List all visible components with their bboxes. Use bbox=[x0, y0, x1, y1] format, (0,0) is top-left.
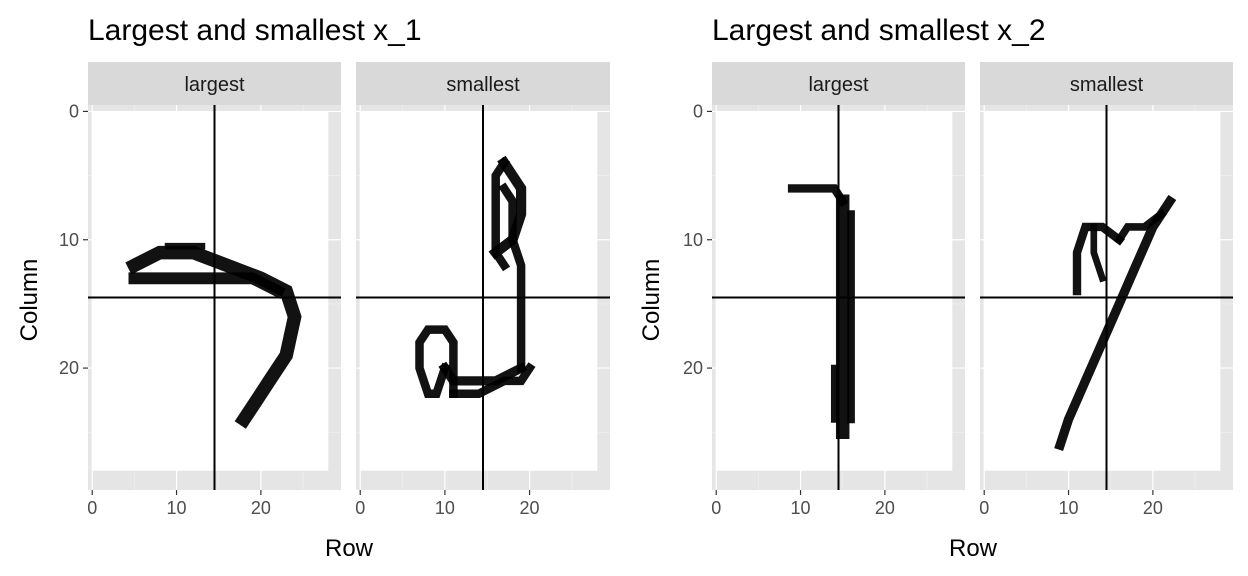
y-axis: 0 10 20 bbox=[683, 101, 712, 378]
y-tick-label: 10 bbox=[683, 230, 703, 250]
facet-panel-largest: largest bbox=[88, 62, 341, 490]
x-axis: 0 10 20 bbox=[355, 490, 540, 518]
plot-x1: Largest and smallest x_1 Column Row larg… bbox=[16, 14, 610, 562]
digit-stroke bbox=[415, 325, 458, 399]
facet-panel-smallest: smallest bbox=[980, 62, 1233, 490]
x-axis-title: Row bbox=[949, 535, 998, 562]
x-axis: 0 10 20 bbox=[711, 490, 895, 518]
x-axis-title: Row bbox=[325, 535, 374, 562]
facet-label: smallest bbox=[446, 74, 520, 96]
facet-strip bbox=[356, 62, 610, 105]
y-tick-label: 0 bbox=[693, 101, 703, 121]
panel-area bbox=[712, 105, 965, 490]
x-tick-label: 20 bbox=[1143, 498, 1163, 518]
digit-stroke bbox=[1113, 208, 1167, 246]
panel-area bbox=[356, 105, 610, 490]
panel-area bbox=[980, 105, 1233, 490]
facet-panel-smallest: smallest bbox=[356, 62, 610, 490]
x-tick-label: 10 bbox=[791, 498, 811, 518]
facet-strip bbox=[980, 62, 1233, 105]
digit-image-background bbox=[984, 111, 1221, 471]
x-tick-label: 20 bbox=[520, 498, 540, 518]
digit-stroke bbox=[1054, 194, 1177, 451]
y-tick-label: 0 bbox=[69, 101, 79, 121]
y-tick-label: 20 bbox=[59, 358, 79, 378]
digit-stroke bbox=[1072, 222, 1126, 296]
x-tick-label: 0 bbox=[711, 498, 721, 518]
x-tick-label: 20 bbox=[875, 498, 895, 518]
plot-title: Largest and smallest x_1 bbox=[88, 14, 422, 47]
digit-stroke bbox=[498, 182, 526, 373]
y-axis-title: Column bbox=[16, 259, 43, 342]
x-tick-label: 10 bbox=[167, 498, 187, 518]
y-axis-title: Column bbox=[638, 259, 665, 342]
facet-strip bbox=[712, 62, 965, 105]
digit-stroke bbox=[128, 272, 286, 300]
facet-label: largest bbox=[184, 74, 244, 96]
y-axis: 0 10 20 bbox=[59, 101, 88, 378]
digit-stroke bbox=[1090, 223, 1107, 283]
x-tick-label: 10 bbox=[435, 498, 455, 518]
facet-panel-largest: largest bbox=[712, 62, 965, 490]
x-tick-label: 0 bbox=[979, 498, 989, 518]
x-axis: 0 10 20 bbox=[979, 490, 1163, 518]
x-tick-label: 20 bbox=[251, 498, 271, 518]
x-tick-label: 0 bbox=[87, 498, 97, 518]
x-tick-label: 10 bbox=[1059, 498, 1079, 518]
x-axis: 0 10 20 bbox=[87, 490, 271, 518]
facet-label: largest bbox=[808, 74, 868, 96]
digit-stroke bbox=[491, 156, 511, 272]
y-tick-label: 20 bbox=[683, 358, 703, 378]
digit-stroke bbox=[449, 362, 536, 399]
plot-title: Largest and smallest x_2 bbox=[712, 14, 1046, 47]
x-tick-label: 0 bbox=[355, 498, 365, 518]
facet-label: smallest bbox=[1070, 74, 1144, 96]
panel-area bbox=[88, 105, 341, 490]
digit-image-background bbox=[360, 111, 598, 471]
plot-x2: Largest and smallest x_2 Column Row larg… bbox=[638, 14, 1233, 562]
y-tick-label: 10 bbox=[59, 230, 79, 250]
facet-strip bbox=[88, 62, 341, 105]
digit-stroke bbox=[125, 245, 302, 429]
